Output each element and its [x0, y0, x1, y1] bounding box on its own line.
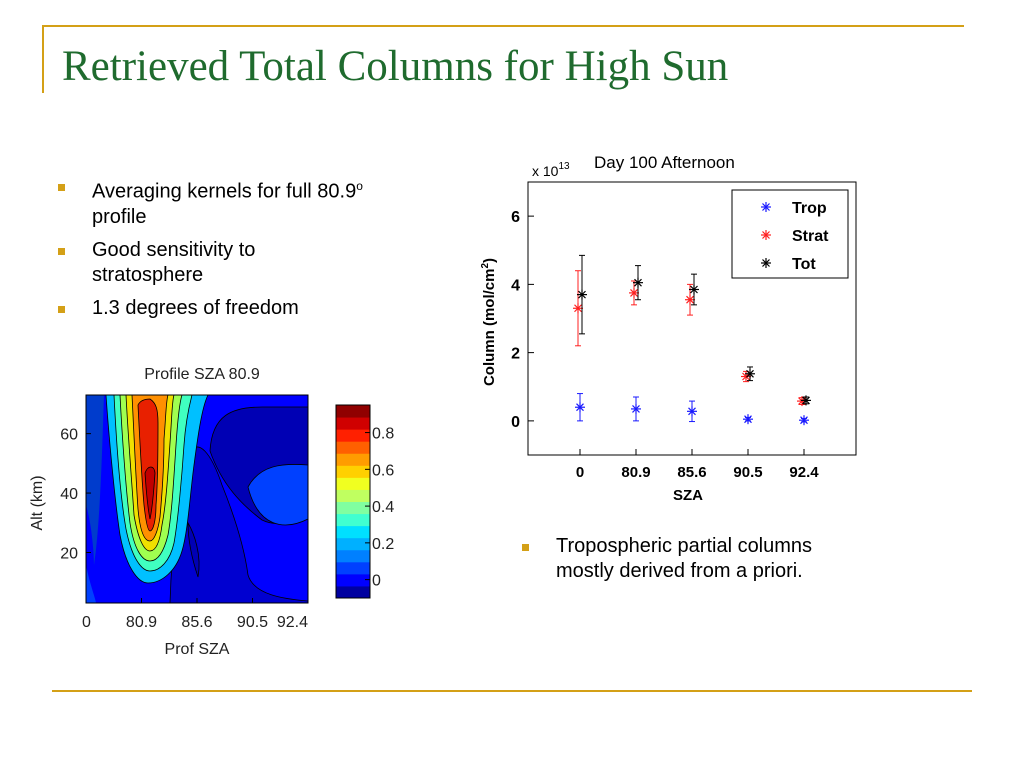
bullet-item: Good sensitivity to stratosphere — [56, 238, 366, 288]
bullet-text: Tropospheric partial columns mostly deri… — [556, 535, 813, 582]
bullet-item: Averaging kernels for full 80.9o profile — [56, 174, 366, 230]
right-y-tick-label: 4 — [511, 277, 520, 294]
averaging-kernel-chart: Profile SZA 80.9 20 40 60 0 80.9 85.6 90.5 92.… — [29, 366, 394, 658]
data-point-trop — [743, 414, 753, 425]
right-y-tick-label: 2 — [511, 346, 520, 363]
left-chart-title: Profile SZA 80.9 — [144, 366, 260, 383]
colorbar-band — [336, 429, 370, 442]
right-x-tick-label: 92.4 — [789, 464, 819, 481]
colorbar-band — [336, 477, 370, 490]
bullet-item: 1.3 degrees of freedom — [56, 296, 366, 321]
data-point-tot — [577, 289, 587, 300]
left-x-tick-label: 85.6 — [181, 614, 212, 631]
left-x-axis: 0 80.9 85.6 90.5 92.4 — [82, 598, 309, 631]
colorbar-band — [336, 549, 370, 563]
colorbar-band — [336, 537, 370, 551]
left-x-tick-label: 0 — [82, 614, 91, 631]
left-x-axis-label: Prof SZA — [165, 641, 230, 658]
colorbar-band — [336, 501, 370, 515]
frame-top-line — [42, 25, 964, 27]
right-y-tick-label: 6 — [511, 209, 520, 226]
colorbar-frame — [335, 404, 371, 599]
frame-left-line — [42, 25, 44, 93]
colorbar-band — [336, 405, 370, 418]
right-y-axis: 0 2 4 6 — [511, 209, 534, 431]
legend: Trop Strat Tot — [731, 189, 849, 279]
colorbar-band — [336, 453, 370, 466]
contour-peak — [144, 466, 156, 520]
bullet-text: Averaging kernels for full 80.9 — [92, 180, 357, 203]
legend-label-strat: Strat — [792, 228, 829, 245]
data-point-trop — [799, 415, 809, 426]
right-chart-title: Day 100 Afternoon — [594, 153, 735, 172]
legend-box — [731, 189, 849, 279]
legend-label-trop: Trop — [792, 200, 827, 217]
data-point-trop — [631, 403, 641, 414]
colorbar-band — [336, 465, 370, 478]
contour-level — [187, 521, 200, 578]
right-x-tick-label: 85.6 — [677, 464, 706, 481]
bullet-item: Tropospheric partial columns mostly deri… — [520, 534, 850, 584]
bullet-text: 1.3 degrees of freedom — [92, 296, 299, 319]
colorbar-tick-label: 0 — [372, 573, 381, 590]
scale-factor-label: x 1013 — [532, 161, 570, 179]
colorbar-band — [336, 489, 370, 502]
left-x-tick-label: 92.4 — [277, 614, 308, 631]
left-y-tick-label: 20 — [60, 545, 78, 562]
legend-marker-trop — [761, 202, 771, 212]
degree-sup: o — [356, 179, 363, 193]
data-point-strat — [629, 287, 639, 298]
left-y-tick-label: 40 — [60, 486, 78, 503]
bullet-text: Good sensitivity to stratosphere — [92, 238, 256, 286]
legend-marker-tot — [761, 258, 771, 268]
colorbar-band — [336, 513, 370, 527]
legend-label-tot: Tot — [792, 256, 816, 273]
colorbar-tick-label: 0.4 — [372, 499, 394, 516]
left-y-axis-label: Alt (km) — [29, 475, 46, 530]
contour-level — [86, 565, 96, 603]
data-point-tot — [633, 277, 643, 288]
colorbar-axis: 0 0.2 0.4 0.6 0.8 — [365, 426, 394, 590]
contour-plot — [86, 395, 308, 603]
data-point-strat — [685, 294, 695, 305]
data-point-strat — [573, 303, 583, 314]
slide-title: Retrieved Total Columns for High Sun — [62, 43, 729, 90]
data-point-trop — [575, 402, 585, 413]
bullet-text-end: profile — [92, 205, 147, 228]
data-point-tot — [689, 284, 699, 295]
bullet-list-left: Averaging kernels for full 80.9o profile… — [56, 174, 366, 329]
legend-marker-strat — [761, 230, 771, 240]
right-x-tick-label: 80.9 — [621, 464, 650, 481]
data-point-tot — [745, 368, 755, 379]
colorbar-tick-label: 0.2 — [372, 536, 394, 553]
right-x-axis: 0 80.9 85.6 90.5 92.4 — [576, 449, 819, 481]
columns-scatter-chart: x 1013 Day 100 Afternoon 0 2 4 6 0 80.9 85.6 9… — [480, 153, 857, 504]
contour-level — [247, 464, 308, 526]
contour-level — [86, 395, 104, 565]
colorbar — [336, 405, 370, 599]
right-x-axis-label: SZA — [673, 487, 703, 504]
colorbar-tick-label: 0.8 — [372, 426, 394, 443]
left-x-tick-label: 90.5 — [237, 614, 268, 631]
left-x-tick-label: 80.9 — [126, 614, 157, 631]
colorbar-tick-label: 0.6 — [372, 462, 394, 479]
colorbar-band — [336, 417, 370, 430]
left-y-axis: 20 40 60 — [60, 427, 91, 562]
data-point-trop — [687, 406, 697, 417]
colorbar-band — [336, 573, 370, 587]
scatter-marks — [573, 254, 811, 426]
right-y-tick-label: 0 — [511, 414, 520, 431]
colorbar-band — [336, 561, 370, 575]
colorbar-band — [336, 585, 370, 599]
right-y-axis-label: Column (mol/cm2) — [480, 258, 498, 386]
left-y-tick-label: 60 — [60, 427, 78, 444]
right-x-tick-label: 90.5 — [733, 464, 762, 481]
right-x-tick-label: 0 — [576, 464, 584, 481]
colorbar-band — [336, 441, 370, 454]
bullet-list-right: Tropospheric partial columns mostly deri… — [520, 534, 850, 592]
frame-bottom-line — [52, 690, 972, 692]
data-point-tot — [801, 395, 811, 406]
colorbar-band — [336, 525, 370, 539]
